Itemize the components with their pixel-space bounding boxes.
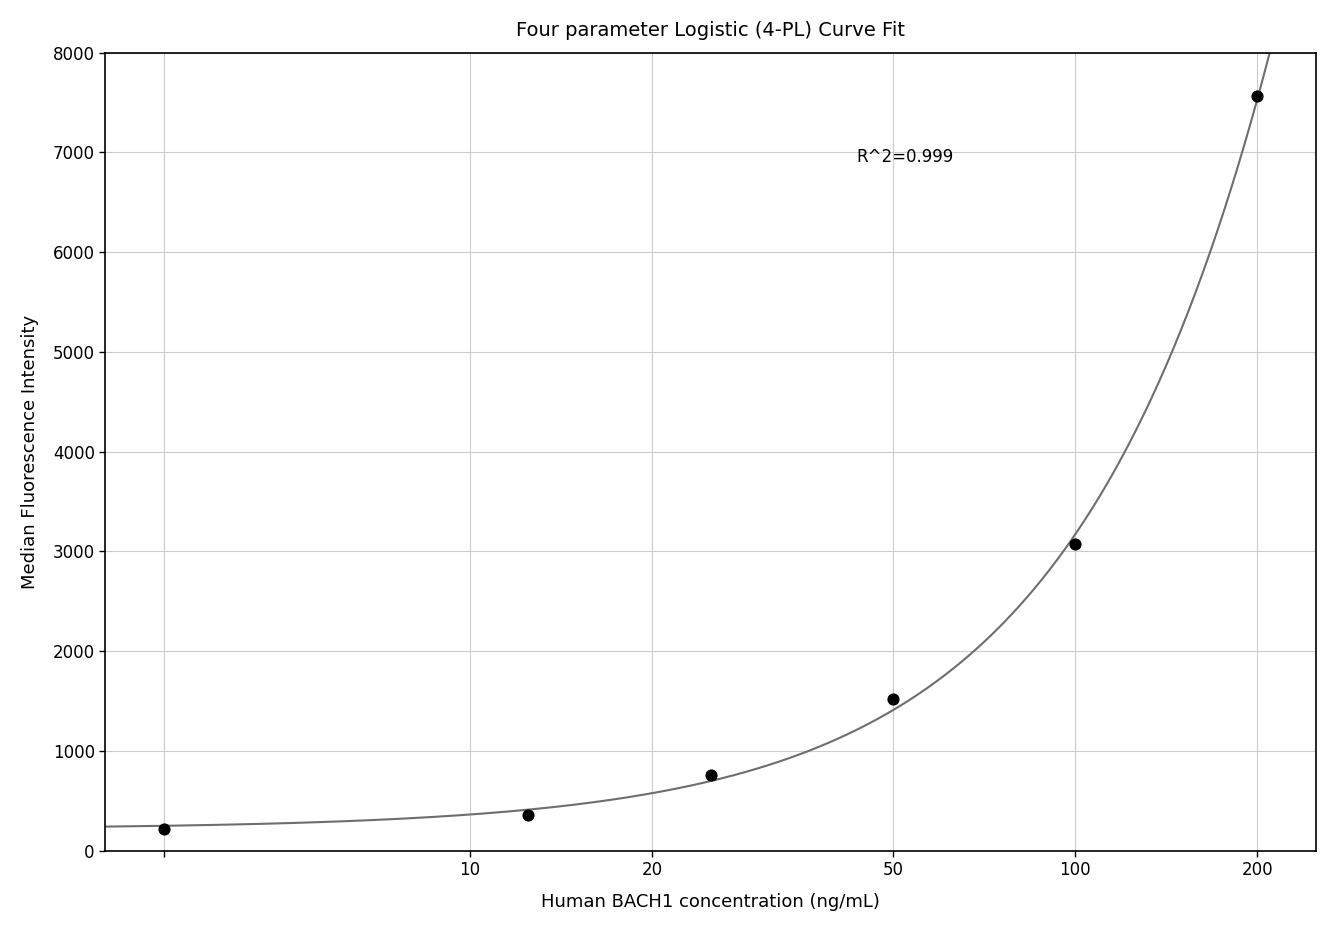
Point (882, 692, 904, 706)
Point (1064, 537, 1086, 552)
Point (517, 807, 539, 822)
Y-axis label: Median Fluorescence Intensity: Median Fluorescence Intensity (21, 315, 39, 589)
Point (154, 822, 175, 837)
Point (701, 768, 722, 783)
Title: Four parameter Logistic (4-PL) Curve Fit: Four parameter Logistic (4-PL) Curve Fit (516, 21, 905, 40)
Point (1247, 89, 1269, 103)
Text: R^2=0.999: R^2=0.999 (856, 148, 953, 166)
X-axis label: Human BACH1 concentration (ng/mL): Human BACH1 concentration (ng/mL) (541, 893, 880, 911)
